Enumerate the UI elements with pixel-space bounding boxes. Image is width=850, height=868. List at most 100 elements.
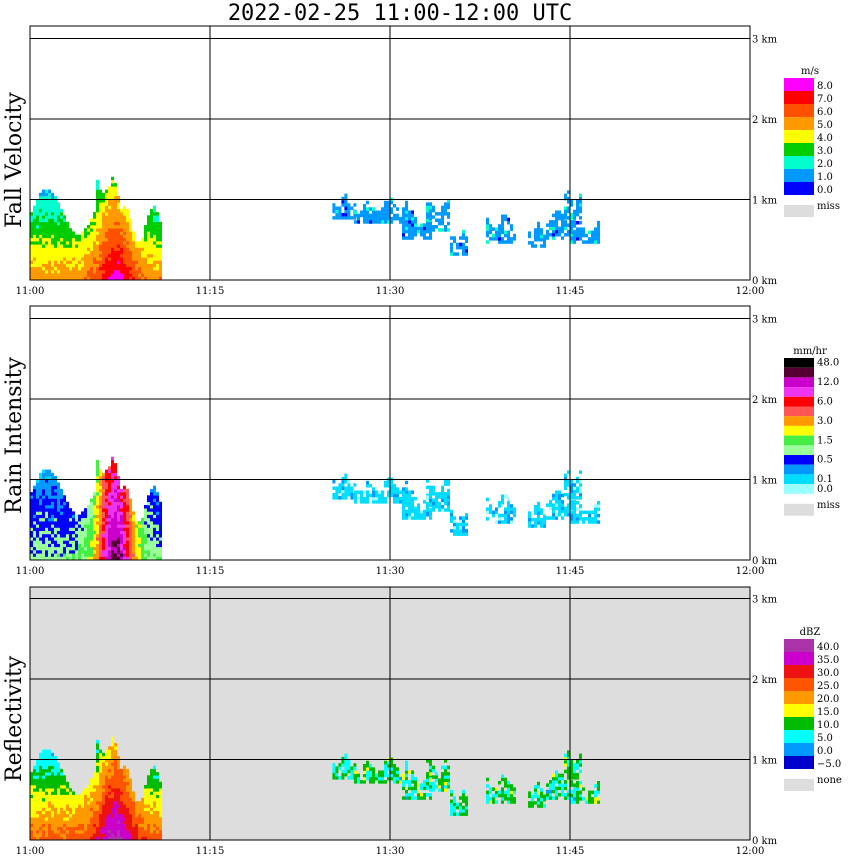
echo-cell — [105, 794, 108, 799]
echo-cell — [108, 485, 111, 490]
x-tick-label: 11:30 — [376, 566, 405, 577]
echo-cell — [96, 530, 99, 535]
echo-cell — [117, 524, 120, 528]
echo-cell — [423, 226, 426, 231]
echo-cell — [444, 768, 447, 773]
echo-cell — [105, 196, 108, 200]
echo-cell — [120, 772, 123, 776]
echo-cell — [450, 799, 453, 803]
legend-swatch — [784, 169, 814, 182]
echo-cell — [570, 233, 573, 237]
echo-cell — [54, 237, 57, 242]
echo-cell — [405, 210, 408, 214]
echo-cell — [447, 508, 450, 512]
echo-cell — [36, 212, 39, 216]
echo-cell — [36, 485, 39, 490]
echo-cell — [102, 768, 105, 773]
echo-cell — [507, 800, 510, 804]
echo-cell — [96, 801, 99, 805]
echo-cell — [534, 788, 537, 792]
echo-cell — [411, 223, 414, 227]
echo-cell — [447, 202, 450, 206]
echo-cell — [390, 760, 393, 765]
echo-cell — [99, 752, 102, 757]
echo-cell — [90, 225, 93, 229]
echo-cell — [159, 254, 162, 258]
echo-cell — [33, 276, 36, 280]
echo-cell — [63, 546, 66, 551]
echo-cell — [555, 503, 558, 507]
echo-cell — [350, 496, 354, 500]
echo-cell — [42, 553, 45, 557]
echo-cell — [81, 530, 84, 535]
echo-cell — [456, 525, 459, 530]
echo-cell — [120, 501, 123, 506]
x-tick-label: 11:45 — [556, 846, 585, 857]
echo-cell — [39, 237, 42, 242]
echo-cell — [114, 826, 117, 831]
echo-cell — [96, 553, 99, 557]
echo-cell — [42, 189, 45, 194]
echo-cell — [447, 212, 450, 216]
echo-cell — [441, 781, 444, 786]
echo-cell — [153, 797, 156, 802]
echo-cell — [576, 476, 579, 481]
echo-cell — [75, 257, 78, 261]
echo-cell — [393, 487, 396, 491]
echo-cell — [78, 257, 81, 261]
echo-cell — [51, 817, 54, 821]
echo-cell — [129, 823, 132, 828]
echo-cell — [450, 802, 453, 807]
echo-cell — [81, 521, 84, 525]
echo-cell — [507, 230, 510, 235]
echo-cell — [96, 212, 99, 216]
echo-cell — [90, 266, 93, 271]
echo-cell — [117, 257, 120, 261]
echo-cell — [429, 772, 432, 776]
echo-cell — [48, 794, 51, 799]
echo-cell — [45, 517, 48, 522]
echo-cell — [344, 766, 348, 770]
echo-cell — [564, 492, 567, 497]
echo-cell — [42, 225, 45, 229]
echo-cell — [147, 257, 150, 261]
echo-cell — [39, 228, 42, 232]
echo-cell — [150, 537, 153, 541]
echo-cell — [126, 237, 129, 242]
echo-cell — [33, 244, 36, 248]
echo-cell — [48, 231, 51, 235]
echo-cell — [156, 270, 159, 274]
echo-cell — [30, 270, 33, 274]
echo-cell — [66, 826, 69, 831]
echo-cell — [36, 530, 39, 535]
echo-cell — [33, 501, 36, 506]
echo-cell — [39, 498, 42, 502]
echo-cell — [45, 199, 48, 203]
echo-cell — [138, 524, 141, 528]
echo-cell — [66, 221, 69, 226]
echo-cell — [33, 537, 36, 541]
echo-cell — [132, 804, 135, 808]
echo-cell — [147, 247, 150, 251]
echo-cell — [411, 213, 414, 218]
echo-cell — [576, 221, 579, 225]
echo-cell — [141, 250, 144, 255]
echo-cell — [45, 762, 48, 766]
echo-cell — [117, 273, 120, 277]
echo-cell — [156, 218, 159, 222]
echo-cell — [33, 234, 36, 239]
echo-cell — [462, 519, 465, 523]
legend-label: 8.0 — [817, 81, 833, 92]
echo-cell — [429, 202, 432, 206]
legend-swatch — [784, 406, 814, 417]
echo-cell — [147, 810, 150, 815]
echo-cell — [126, 768, 129, 773]
echo-cell — [57, 266, 60, 271]
echo-cell — [441, 485, 444, 490]
echo-cell — [341, 203, 345, 207]
echo-cell — [387, 220, 390, 224]
echo-cell — [387, 207, 390, 211]
echo-cell — [54, 527, 57, 531]
echo-cell — [138, 550, 141, 554]
echo-cell — [507, 784, 510, 788]
